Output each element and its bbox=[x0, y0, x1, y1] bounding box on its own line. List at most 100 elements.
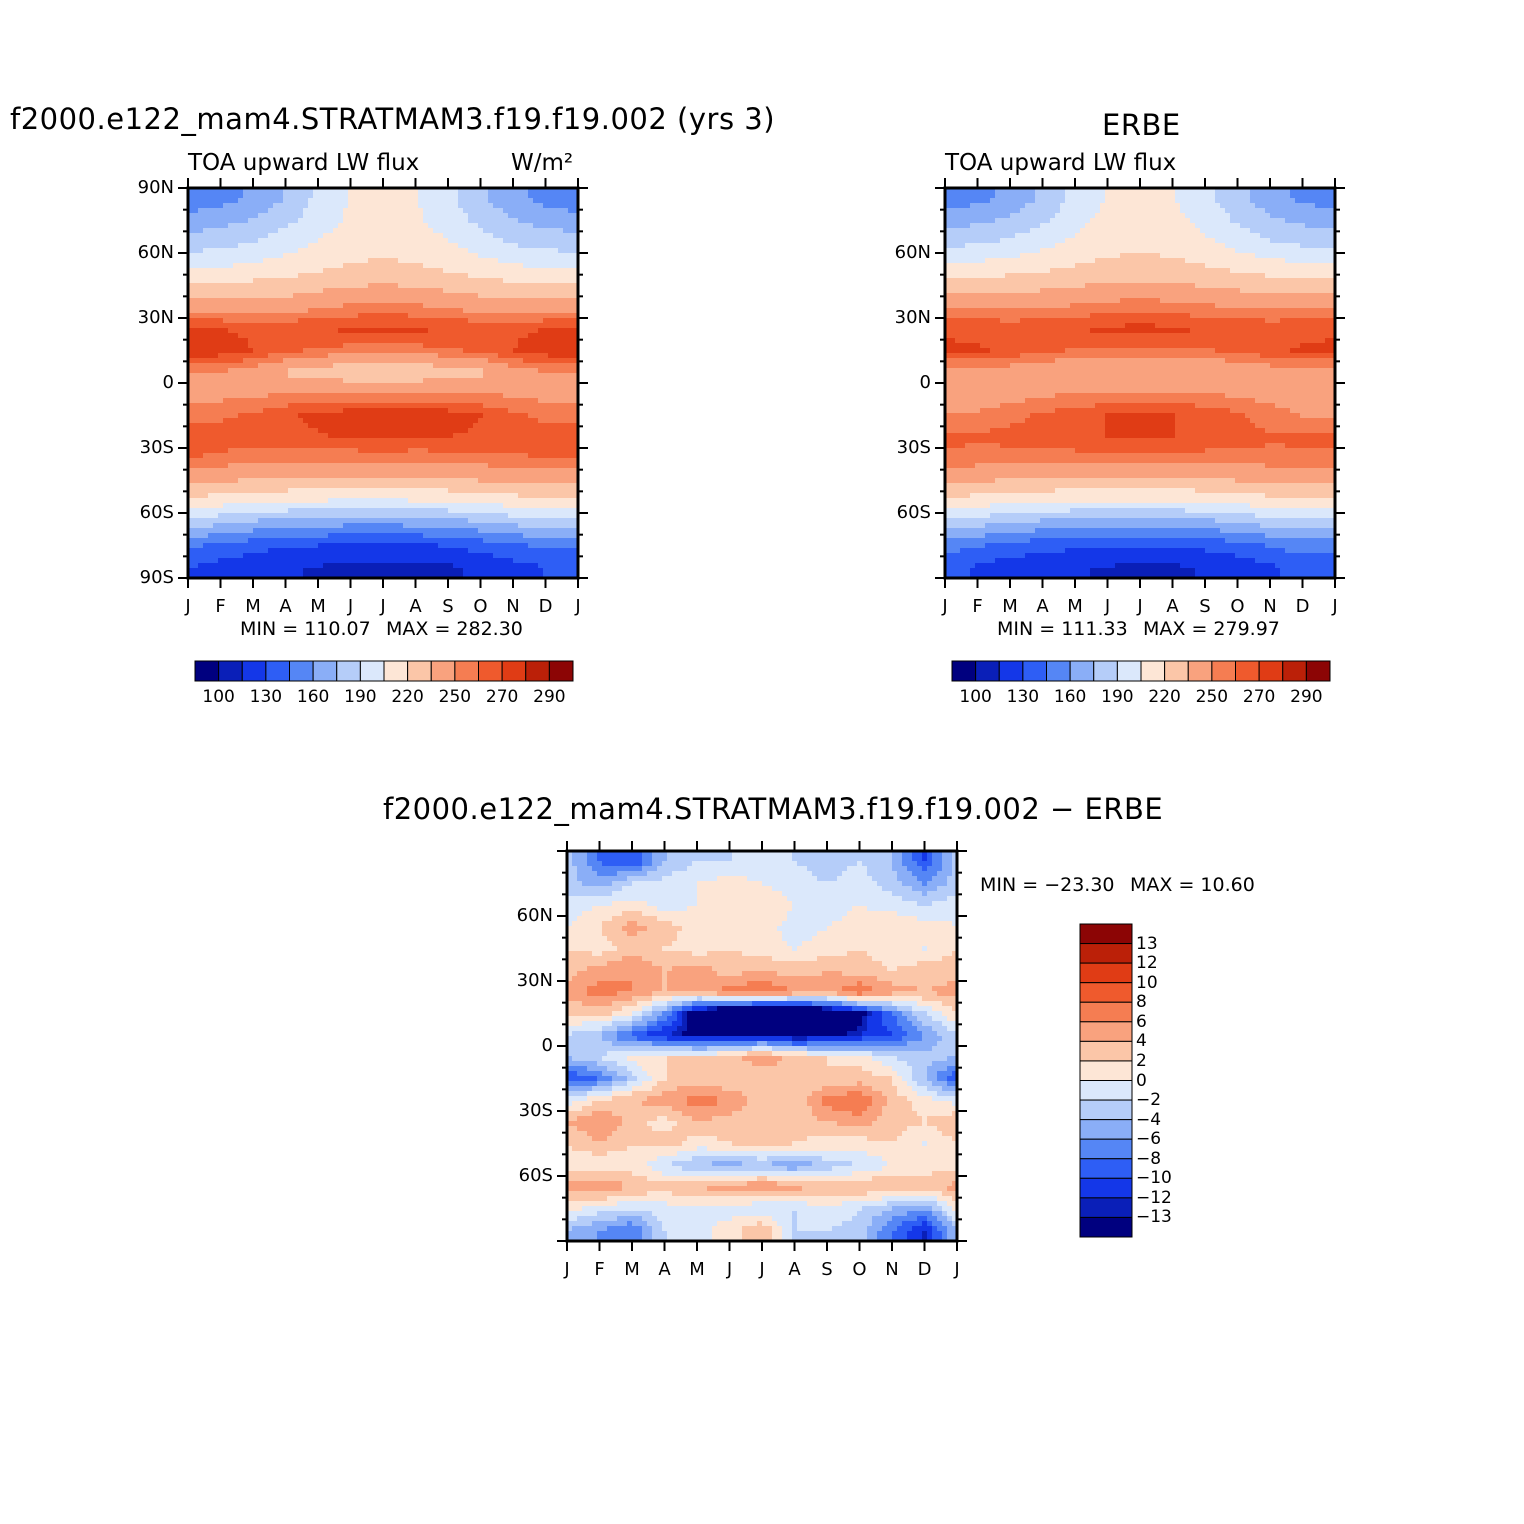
model-cell bbox=[443, 328, 449, 334]
model-cell bbox=[378, 423, 384, 429]
model-cell bbox=[228, 253, 234, 259]
model-cell bbox=[518, 453, 524, 459]
model-cell bbox=[268, 473, 274, 479]
model-cell bbox=[268, 343, 274, 349]
model-cell bbox=[543, 193, 549, 199]
model-cell bbox=[463, 388, 469, 394]
model-cell bbox=[463, 338, 469, 344]
model-cell bbox=[363, 198, 369, 204]
model-cell bbox=[238, 488, 244, 494]
model-cell bbox=[333, 443, 339, 449]
model-cell bbox=[408, 468, 414, 474]
model-cell bbox=[523, 393, 529, 399]
model-cell bbox=[518, 498, 524, 504]
model-cell bbox=[568, 258, 574, 264]
model-cell bbox=[438, 368, 444, 374]
model-cell bbox=[383, 358, 389, 364]
model-cell bbox=[448, 208, 454, 214]
model-cell bbox=[553, 198, 559, 204]
model-cell bbox=[498, 378, 504, 384]
model-cell bbox=[393, 488, 399, 494]
model-cell bbox=[253, 423, 259, 429]
model-cell bbox=[548, 478, 554, 484]
model-cell bbox=[198, 378, 204, 384]
model-cell bbox=[558, 428, 564, 434]
model-cell bbox=[463, 478, 469, 484]
model-cell bbox=[463, 433, 469, 439]
model-cell bbox=[563, 473, 569, 479]
model-cell bbox=[203, 328, 209, 334]
model-cell bbox=[248, 458, 254, 464]
model-cell bbox=[298, 218, 304, 224]
model-cell bbox=[348, 293, 354, 299]
model-cell bbox=[273, 493, 279, 499]
model-cell bbox=[518, 298, 524, 304]
model-cell bbox=[558, 488, 564, 494]
model-cell bbox=[208, 288, 214, 294]
model-cell bbox=[363, 208, 369, 214]
model-cell bbox=[533, 228, 539, 234]
model-cell bbox=[273, 488, 279, 494]
model-cell bbox=[398, 218, 404, 224]
model-cell bbox=[433, 258, 439, 264]
model-cell bbox=[573, 303, 579, 309]
model-cell bbox=[468, 503, 474, 509]
model-cell bbox=[313, 188, 319, 194]
model-cell bbox=[223, 503, 229, 509]
model-cell bbox=[553, 438, 559, 444]
model-cell bbox=[393, 438, 399, 444]
model-cell bbox=[248, 328, 254, 334]
model-cell bbox=[243, 373, 249, 379]
model-cell bbox=[393, 473, 399, 479]
model-cell bbox=[338, 258, 344, 264]
model-cell bbox=[333, 243, 339, 249]
model-cell bbox=[303, 433, 309, 439]
model-cell bbox=[433, 433, 439, 439]
model-cell bbox=[538, 213, 544, 219]
model-cell bbox=[233, 323, 239, 329]
model-cell bbox=[453, 328, 459, 334]
model-cell bbox=[428, 228, 434, 234]
model-cell bbox=[208, 193, 214, 199]
model-cell bbox=[553, 448, 559, 454]
model-cell bbox=[353, 488, 359, 494]
model-cell bbox=[488, 283, 494, 289]
model-cell bbox=[443, 303, 449, 309]
model-cell bbox=[228, 348, 234, 354]
model-cell bbox=[223, 188, 229, 194]
model-cell bbox=[503, 343, 509, 349]
model-cell bbox=[313, 503, 319, 509]
model-cell bbox=[378, 208, 384, 214]
model-cell bbox=[443, 433, 449, 439]
model-cell bbox=[303, 468, 309, 474]
model-cell bbox=[198, 418, 204, 424]
model-cell bbox=[313, 353, 319, 359]
model-cell bbox=[403, 313, 409, 319]
model-cell bbox=[498, 483, 504, 489]
model-cell bbox=[363, 338, 369, 344]
model-cell bbox=[483, 198, 489, 204]
model-cell bbox=[273, 288, 279, 294]
model-cell bbox=[368, 363, 374, 369]
model-cell bbox=[378, 303, 384, 309]
model-cell bbox=[253, 448, 259, 454]
model-cell bbox=[573, 203, 579, 209]
model-cell bbox=[368, 453, 374, 459]
model-cell bbox=[468, 438, 474, 444]
model-cell bbox=[353, 358, 359, 364]
model-cell bbox=[488, 378, 494, 384]
model-cell bbox=[493, 403, 499, 409]
model-cell bbox=[268, 358, 274, 364]
model-cell bbox=[548, 303, 554, 309]
model-cell bbox=[353, 258, 359, 264]
model-cell bbox=[228, 203, 234, 209]
model-cell bbox=[453, 468, 459, 474]
model-cell bbox=[283, 393, 289, 399]
model-cell bbox=[438, 288, 444, 294]
model-cell bbox=[303, 488, 309, 494]
model-cell bbox=[348, 188, 354, 194]
model-cell bbox=[333, 363, 339, 369]
model-cell bbox=[188, 248, 194, 254]
model-cell bbox=[288, 448, 294, 454]
model-cell bbox=[443, 413, 449, 419]
